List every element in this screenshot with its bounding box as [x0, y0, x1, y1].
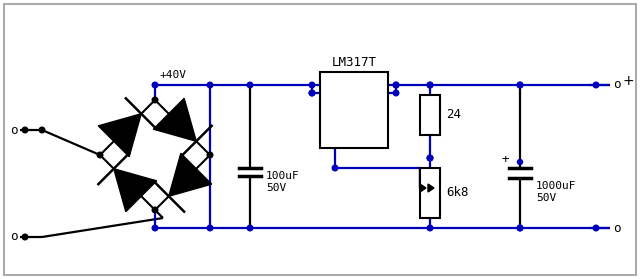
Text: +40V: +40V: [160, 70, 187, 80]
Text: LM317T: LM317T: [332, 56, 376, 69]
Text: o: o: [613, 78, 621, 92]
Circle shape: [247, 82, 253, 88]
Circle shape: [593, 225, 599, 231]
Text: 6k8: 6k8: [446, 186, 468, 199]
Circle shape: [309, 82, 315, 88]
Circle shape: [152, 225, 158, 231]
Text: o: o: [10, 230, 18, 244]
Text: o: o: [10, 124, 18, 136]
Circle shape: [97, 152, 103, 158]
Circle shape: [152, 207, 158, 213]
Circle shape: [517, 82, 523, 88]
Polygon shape: [169, 153, 212, 196]
Circle shape: [428, 155, 433, 161]
Circle shape: [39, 127, 45, 133]
Polygon shape: [114, 169, 157, 212]
Text: o: o: [613, 222, 621, 235]
Circle shape: [332, 165, 338, 171]
Text: 24: 24: [446, 109, 461, 121]
Text: 100uF
50V: 100uF 50V: [266, 171, 300, 193]
Circle shape: [517, 225, 523, 231]
Polygon shape: [154, 98, 196, 141]
Circle shape: [518, 160, 522, 165]
Circle shape: [207, 82, 212, 88]
Circle shape: [393, 82, 399, 88]
Circle shape: [517, 225, 523, 231]
Circle shape: [309, 90, 315, 96]
Circle shape: [393, 90, 399, 96]
Bar: [420, 168, 440, 218]
Text: +: +: [501, 153, 509, 167]
Circle shape: [22, 234, 28, 240]
Text: 1: 1: [343, 134, 349, 144]
Text: 1000uF
50V: 1000uF 50V: [536, 181, 577, 203]
Text: 2: 2: [330, 89, 337, 99]
Circle shape: [517, 82, 523, 88]
Text: +: +: [622, 74, 634, 88]
Circle shape: [152, 82, 158, 88]
Circle shape: [428, 155, 433, 161]
Bar: [420, 95, 440, 135]
Text: 3: 3: [371, 89, 378, 99]
Polygon shape: [420, 184, 426, 192]
Circle shape: [247, 225, 253, 231]
Circle shape: [207, 225, 212, 231]
Bar: [320, 72, 388, 148]
Polygon shape: [99, 114, 141, 157]
Circle shape: [393, 82, 399, 88]
Circle shape: [428, 82, 433, 88]
Circle shape: [22, 127, 28, 133]
Circle shape: [428, 225, 433, 231]
Circle shape: [152, 97, 158, 103]
Circle shape: [593, 82, 599, 88]
Polygon shape: [428, 184, 434, 192]
Circle shape: [309, 90, 315, 96]
Circle shape: [428, 82, 433, 88]
Circle shape: [207, 152, 212, 158]
